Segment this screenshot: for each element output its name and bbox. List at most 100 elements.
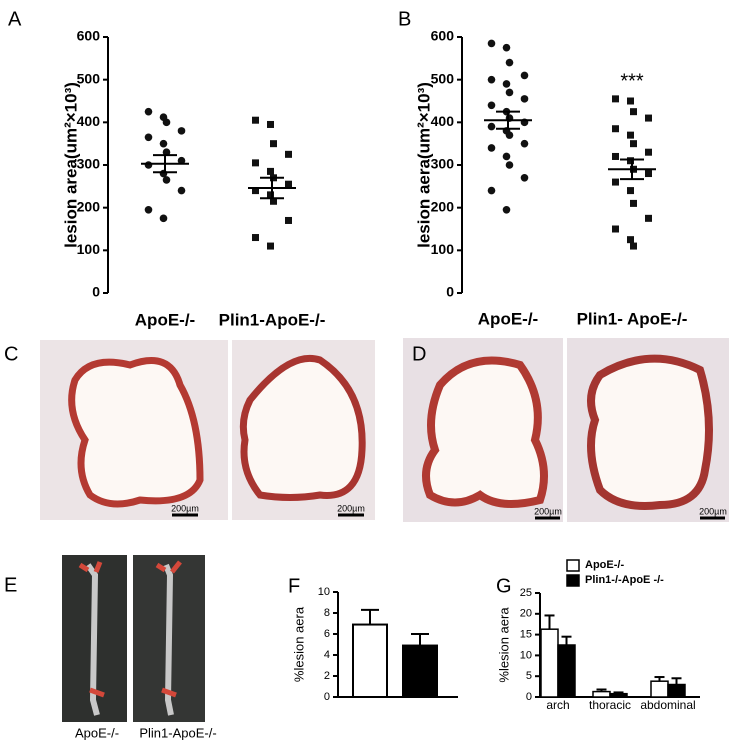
histology-d bbox=[403, 338, 729, 522]
bar bbox=[609, 692, 628, 698]
x-tick-label: Plin1- ApoE-/- bbox=[577, 309, 688, 328]
y-tick-label: 600 bbox=[77, 28, 101, 44]
x-tick-label: ApoE-/- bbox=[478, 309, 538, 328]
data-point bbox=[630, 108, 637, 116]
data-point bbox=[630, 199, 637, 207]
y-tick-label: 400 bbox=[77, 113, 101, 129]
aorta-photos bbox=[62, 555, 205, 722]
bar bbox=[540, 628, 559, 698]
data-point bbox=[505, 58, 514, 67]
data-point bbox=[502, 80, 511, 88]
legend-swatch bbox=[566, 559, 580, 572]
x-tick-label: arch bbox=[546, 698, 569, 712]
y-tick-label: 400 bbox=[431, 113, 455, 129]
data-point bbox=[177, 156, 186, 165]
data-point bbox=[177, 127, 186, 135]
legend-label: ApoE-/- bbox=[585, 559, 624, 571]
data-point bbox=[285, 216, 292, 224]
y-tick-label: 25 bbox=[520, 587, 532, 599]
x-tick-label: abdominal bbox=[640, 698, 695, 712]
data-point bbox=[612, 95, 619, 103]
panel-letter: A bbox=[8, 8, 22, 30]
y-tick-label: 500 bbox=[431, 70, 455, 86]
x-tick-label: Plin1-ApoE-/- bbox=[219, 310, 326, 329]
panel-letter: D bbox=[412, 343, 426, 365]
data-point bbox=[162, 118, 171, 127]
data-point bbox=[630, 242, 637, 250]
caption: Plin1-ApoE-/- bbox=[139, 725, 216, 740]
data-point bbox=[144, 161, 153, 169]
data-point bbox=[144, 107, 153, 116]
y-axis-label: %lesion aera bbox=[496, 607, 511, 683]
data-point bbox=[270, 140, 277, 148]
data-point bbox=[645, 148, 652, 156]
y-tick-label: 15 bbox=[520, 629, 532, 641]
y-tick-label: 300 bbox=[431, 156, 455, 172]
legend-label: Plin1-/-ApoE -/- bbox=[585, 574, 664, 586]
panel-letter: E bbox=[4, 574, 17, 596]
y-tick-label: 100 bbox=[431, 241, 455, 257]
y-tick-label: 4 bbox=[324, 649, 330, 661]
data-point bbox=[159, 139, 168, 148]
data-point bbox=[162, 148, 171, 156]
data-point bbox=[520, 139, 529, 148]
y-tick-label: 8 bbox=[324, 607, 330, 619]
data-point bbox=[487, 144, 496, 152]
data-point bbox=[645, 214, 652, 222]
data-point bbox=[162, 176, 171, 184]
data-point bbox=[505, 161, 514, 169]
data-point bbox=[627, 97, 634, 105]
data-point bbox=[177, 186, 186, 195]
scale-label: 200µm bbox=[699, 506, 727, 516]
y-axis-label: %lesion aera bbox=[291, 606, 306, 682]
annotation: *** bbox=[620, 70, 644, 92]
legend-swatch bbox=[566, 574, 580, 587]
x-tick-label: thoracic bbox=[589, 698, 631, 712]
y-tick-label: 300 bbox=[77, 156, 101, 172]
y-tick-label: 0 bbox=[324, 691, 330, 703]
data-point bbox=[144, 133, 153, 142]
y-tick-label: 6 bbox=[324, 628, 330, 640]
data-point bbox=[502, 43, 511, 52]
data-point bbox=[159, 214, 168, 223]
data-point bbox=[252, 116, 259, 124]
data-point bbox=[645, 114, 652, 122]
y-axis-label: lesion aera(um²×10³) bbox=[414, 82, 433, 248]
y-axis-label: lesion area(um²×10³) bbox=[61, 82, 80, 248]
data-point bbox=[627, 131, 634, 139]
data-point bbox=[267, 167, 274, 175]
data-point bbox=[612, 225, 619, 233]
data-point bbox=[502, 152, 511, 161]
panel-letter: C bbox=[4, 343, 18, 365]
y-tick-label: 20 bbox=[520, 608, 532, 620]
data-point bbox=[520, 95, 529, 103]
data-point bbox=[487, 75, 496, 84]
bar bbox=[402, 644, 438, 698]
data-point bbox=[612, 125, 619, 133]
data-point bbox=[505, 131, 514, 139]
scale-label: 200µm bbox=[337, 503, 365, 513]
histology-c bbox=[40, 340, 375, 520]
data-point bbox=[627, 157, 634, 165]
y-tick-label: 2 bbox=[324, 670, 330, 682]
y-tick-label: 5 bbox=[526, 670, 532, 682]
data-point bbox=[505, 88, 514, 97]
panel-letter: B bbox=[398, 8, 411, 30]
y-tick-label: 100 bbox=[77, 241, 101, 257]
data-point bbox=[612, 152, 619, 160]
data-point bbox=[267, 242, 274, 250]
y-tick-label: 10 bbox=[520, 649, 532, 661]
data-point bbox=[144, 206, 153, 214]
data-point bbox=[270, 197, 277, 205]
data-point bbox=[252, 234, 259, 242]
y-tick-label: 0 bbox=[526, 691, 532, 703]
data-point bbox=[487, 122, 496, 131]
bar bbox=[667, 683, 686, 698]
data-point bbox=[487, 39, 496, 48]
data-point bbox=[267, 120, 274, 128]
data-point bbox=[252, 159, 259, 167]
scale-label: 200µm bbox=[171, 503, 199, 513]
y-tick-label: 0 bbox=[446, 284, 454, 300]
data-point bbox=[285, 180, 292, 188]
